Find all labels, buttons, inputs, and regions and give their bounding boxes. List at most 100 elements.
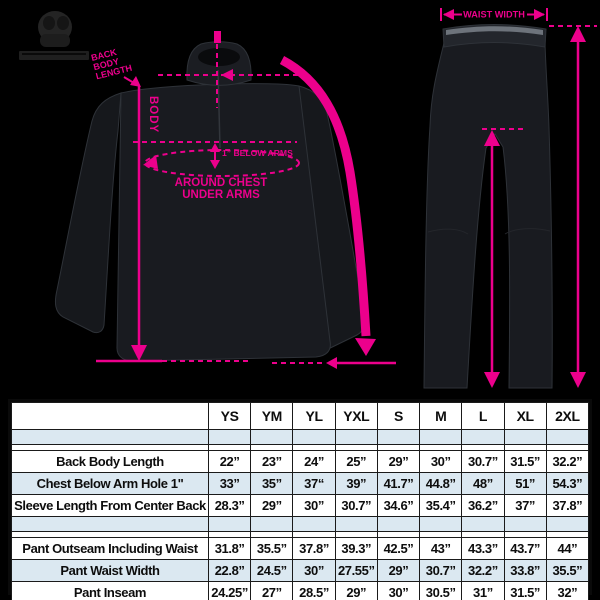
cell: 37.8” [292,537,336,560]
cell: 35” [250,472,294,495]
down-arrowhead-icon [131,345,147,361]
cell: 43” [419,537,463,560]
left-arrowhead-icon [443,9,454,20]
cell: 30” [376,581,421,600]
down-arrowhead-icon [210,160,220,169]
row-label: Back Body Length [11,450,209,473]
spacer-row [11,516,590,532]
cell: 36.2” [461,494,505,517]
cell: 29” [376,450,421,473]
row-label: Chest Below Arm Hole 1" [11,472,209,495]
cell: 39” [334,472,378,495]
cell: 32.2” [461,559,505,582]
cell: 29” [376,559,421,582]
cell: 33.8” [503,559,547,582]
col-header-l: L [461,402,505,430]
cell: 22.8” [207,559,252,582]
sleeve-arrowhead-icon [355,338,376,356]
cell: 44” [545,537,590,560]
brand-wordmark [19,51,89,60]
cell: 37.8” [545,494,590,517]
col-header-m: M [419,402,463,430]
left-arrowhead-icon [221,69,233,81]
cell: 27.55” [334,559,378,582]
center-back-tick [214,31,221,43]
cell: 31.8” [207,537,252,560]
cell: 22” [207,450,252,473]
cell: 34.6” [376,494,421,517]
size-table: YS YM YL YXL S M L XL 2XL Back Body Leng… [8,399,592,600]
col-header-yxl: YXL [334,402,378,430]
size-table-grid: YS YM YL YXL S M L XL 2XL Back Body Leng… [11,402,590,600]
cell: 27” [250,581,294,600]
corner-cell [11,402,209,430]
cell: 37” [503,494,547,517]
chest-ellipse [144,149,300,177]
back-body-length-label: BACK BODY LENGTH [90,47,133,82]
cell: 30.7” [419,559,463,582]
col-header-ym: YM [250,402,294,430]
row-label: Pant Outseam Including Waist [11,537,209,560]
cell: 33” [207,472,252,495]
sleeve-length-curve [279,56,371,337]
table-row-back-body-length: Back Body Length 22” 23” 24” 25” 29” 30”… [11,450,590,473]
col-header-yl: YL [292,402,336,430]
row-label: Pant Inseam [11,581,209,600]
table-header-row: YS YM YL YXL S M L XL 2XL [11,402,590,430]
up-arrowhead-icon [570,26,586,42]
gorilla-logo-icon [19,11,89,60]
cell: 24” [292,450,336,473]
cell: 44.8” [419,472,463,495]
cell: 37“ [292,472,336,495]
cell: 51” [503,472,547,495]
table-row-chest: Chest Below Arm Hole 1" 33” 35” 37“ 39” … [11,472,590,495]
cell: 24.5” [250,559,294,582]
pants-measure-annotations: WAIST WIDTH [440,8,597,388]
cell: 43.3” [461,537,505,560]
cell: 29” [250,494,294,517]
cell: 30.5” [419,581,463,600]
spacer-row [11,429,590,445]
cell: 29” [334,581,378,600]
table-row-pant-waist: Pant Waist Width 22.8” 24.5” 30” 27.55” … [11,559,590,582]
cell: 31.5” [503,581,547,600]
cell: 41.7” [376,472,421,495]
cell: 48” [461,472,505,495]
garment-diagram: BACK BODY LENGTH BODY 1” BELOW ARMS AROU [19,8,597,389]
waist-width-label: WAIST WIDTH [463,10,525,20]
cell: 31” [461,581,505,600]
col-header-2xl: 2XL [545,402,590,430]
cell: 30” [292,494,336,517]
col-header-xl: XL [503,402,547,430]
cell: 30.7” [334,494,378,517]
cell: 23” [250,450,294,473]
pointer-arrowhead-icon [130,76,141,87]
cell: 30” [419,450,463,473]
body-label: BODY [147,96,159,133]
cell: 54.3” [545,472,590,495]
cell: 30” [292,559,336,582]
spacer-row [11,444,590,451]
cell: 35.5” [545,559,590,582]
row-label: Pant Waist Width [11,559,209,582]
cell: 42.5” [376,537,421,560]
table-row-pant-outseam: Pant Outseam Including Waist 31.8” 35.5”… [11,537,590,560]
cell: 28.3” [207,494,252,517]
below-arms-label: 1” BELOW ARMS [222,148,293,158]
up-arrowhead-icon [484,130,500,146]
cell: 32.2” [545,450,590,473]
cell: 25” [334,450,378,473]
table-row-sleeve-length: Sleeve Length From Center Back 28.3” 29”… [11,494,590,517]
around-chest-label-1: AROUND CHEST [175,177,268,189]
ellipse-arrowhead-icon [143,155,158,169]
cell: 35.4” [419,494,463,517]
cell: 31.5” [503,450,547,473]
col-header-ys: YS [207,402,252,430]
col-header-s: S [376,402,421,430]
cuff-arrowhead-icon [326,357,337,369]
cell: 30.7” [461,450,505,473]
cell: 39.3” [334,537,378,560]
table-row-pant-inseam: Pant Inseam 24.25” 27” 28.5” 29” 30” 30.… [11,581,590,600]
around-chest-label-2: UNDER ARMS [182,189,260,201]
cell: 28.5” [292,581,336,600]
